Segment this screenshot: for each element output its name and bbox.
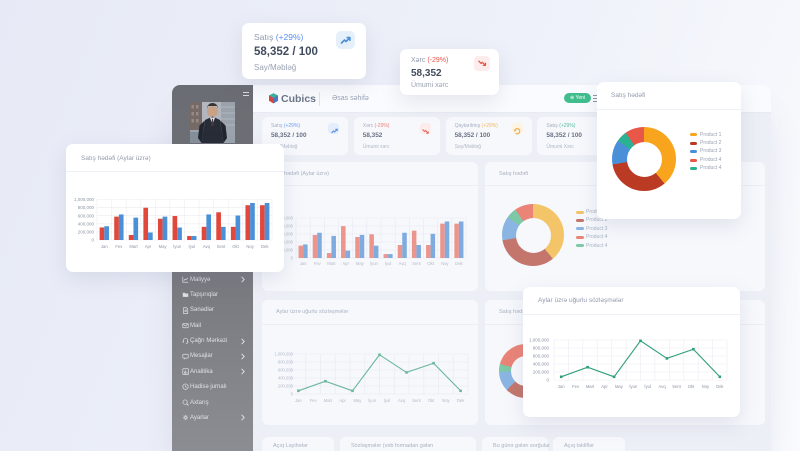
svg-text:Apr: Apr <box>601 384 608 389</box>
svg-text:İyun: İyun <box>368 398 377 403</box>
svg-text:Dek: Dek <box>716 384 724 389</box>
svg-text:Fev: Fev <box>115 244 123 249</box>
svg-text:200,000: 200,000 <box>278 384 294 389</box>
svg-text:600,000: 600,000 <box>278 368 294 373</box>
svg-text:Noy: Noy <box>441 261 449 266</box>
svg-text:1,000,000: 1,000,000 <box>274 352 293 357</box>
svg-text:Avq: Avq <box>398 398 406 403</box>
svg-text:Noy: Noy <box>246 244 254 249</box>
svg-text:400,000: 400,000 <box>278 240 294 245</box>
svg-text:Jan: Jan <box>558 384 565 389</box>
svg-text:Apr: Apr <box>339 398 346 403</box>
svg-text:Mart: Mart <box>129 244 138 249</box>
svg-text:Mart: Mart <box>327 261 336 266</box>
svg-text:600,000: 600,000 <box>278 232 294 237</box>
svg-text:400,000: 400,000 <box>533 362 550 367</box>
svg-text:0: 0 <box>91 238 94 243</box>
svg-text:200,000: 200,000 <box>278 248 294 253</box>
svg-text:May: May <box>356 261 365 266</box>
svg-text:Avq: Avq <box>399 261 407 266</box>
svg-text:600,000: 600,000 <box>533 354 550 359</box>
svg-text:400,000: 400,000 <box>278 376 294 381</box>
svg-text:200,000: 200,000 <box>533 370 550 375</box>
svg-text:600,000: 600,000 <box>78 213 95 218</box>
svg-text:İyul: İyul <box>385 261 392 266</box>
svg-text:1,000,000: 1,000,000 <box>74 197 95 202</box>
svg-text:İyun: İyun <box>173 244 182 249</box>
svg-text:Dek: Dek <box>455 261 463 266</box>
svg-text:İyul: İyul <box>384 398 391 403</box>
svg-text:0: 0 <box>546 378 549 383</box>
svg-text:1,000,000: 1,000,000 <box>274 216 293 221</box>
svg-text:Okt: Okt <box>688 384 695 389</box>
svg-text:Sent: Sent <box>412 261 421 266</box>
svg-text:800,000: 800,000 <box>78 205 95 210</box>
svg-text:Okt: Okt <box>428 398 435 403</box>
svg-text:İyul: İyul <box>644 384 651 389</box>
svg-text:Sent: Sent <box>217 244 226 249</box>
svg-text:200,000: 200,000 <box>78 230 95 235</box>
svg-text:Noy: Noy <box>702 384 710 389</box>
svg-text:Jan: Jan <box>101 244 108 249</box>
svg-text:İyul: İyul <box>189 244 196 249</box>
svg-text:400,000: 400,000 <box>78 221 95 226</box>
svg-text:Mart: Mart <box>324 398 333 403</box>
svg-text:0: 0 <box>291 392 294 397</box>
svg-text:Noy: Noy <box>442 398 450 403</box>
svg-text:800,000: 800,000 <box>278 224 294 229</box>
svg-text:Fev: Fev <box>310 398 318 403</box>
svg-text:800,000: 800,000 <box>278 360 294 365</box>
svg-text:İyun: İyun <box>629 384 638 389</box>
svg-text:Sent: Sent <box>412 398 421 403</box>
svg-text:Fev: Fev <box>314 261 322 266</box>
svg-text:Sent: Sent <box>672 384 681 389</box>
svg-text:0: 0 <box>291 256 294 261</box>
svg-text:Mart: Mart <box>586 384 595 389</box>
svg-text:May: May <box>615 384 624 389</box>
svg-text:Okt: Okt <box>427 261 434 266</box>
svg-text:Apr: Apr <box>342 261 349 266</box>
svg-text:May: May <box>353 398 362 403</box>
svg-text:Dek: Dek <box>261 244 269 249</box>
svg-text:Apr: Apr <box>145 244 152 249</box>
svg-text:İyun: İyun <box>370 261 379 266</box>
svg-text:800,000: 800,000 <box>533 346 550 351</box>
svg-text:May: May <box>159 244 168 249</box>
svg-text:Fev: Fev <box>572 384 580 389</box>
svg-text:Dek: Dek <box>457 398 465 403</box>
svg-text:Jan: Jan <box>295 398 302 403</box>
svg-text:Avq: Avq <box>203 244 211 249</box>
svg-text:1,000,000: 1,000,000 <box>529 338 550 343</box>
svg-text:Avq: Avq <box>659 384 667 389</box>
svg-text:Jan: Jan <box>300 261 307 266</box>
svg-text:Okt: Okt <box>232 244 239 249</box>
